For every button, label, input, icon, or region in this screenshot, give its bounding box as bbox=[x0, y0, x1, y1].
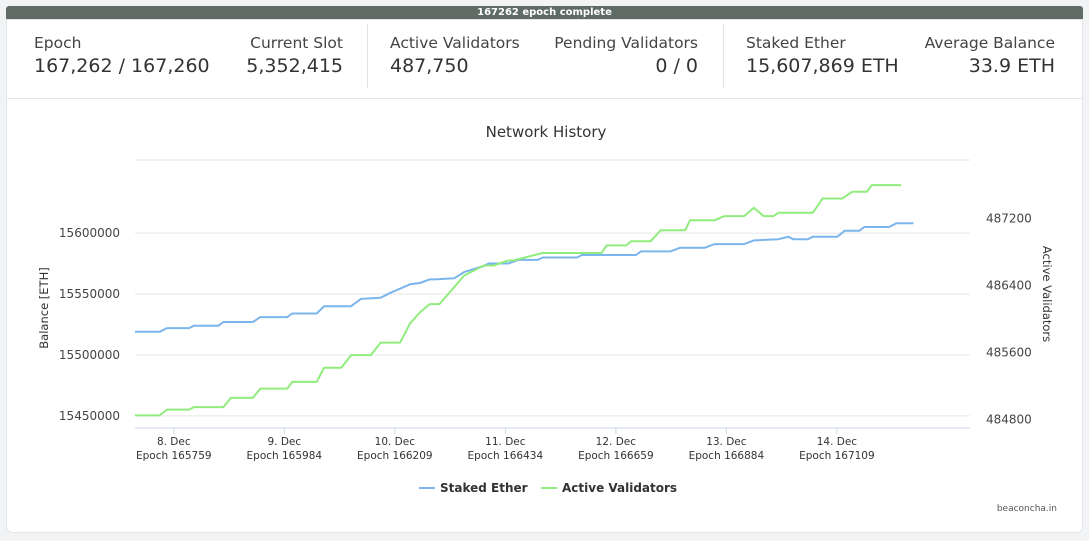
network-history-card: Network History 8. Dec Epoch 165759 9. Dec… bbox=[6, 99, 1083, 533]
network-history-chart: Network History 8. Dec Epoch 165759 9. Dec… bbox=[37, 123, 1057, 514]
stat-average-balance-label: Average Balance bbox=[924, 34, 1055, 52]
y-axis-right: 484800 485600 486400 487200 bbox=[986, 212, 1032, 427]
x-tick-label: 12. Dec bbox=[596, 436, 637, 448]
stats-divider bbox=[723, 24, 724, 88]
stat-pending-validators: Pending Validators 0 / 0 bbox=[554, 34, 698, 77]
y-tick-label: 15550000 bbox=[59, 287, 120, 301]
epoch-status-banner: 167262 epoch complete bbox=[6, 6, 1083, 19]
chart-series bbox=[135, 184, 914, 417]
x-tick-label: 8. Dec bbox=[157, 436, 191, 448]
chart-gridlines bbox=[135, 159, 970, 417]
legend-label: Staked Ether bbox=[440, 481, 528, 495]
stat-staked-ether-label: Staked Ether bbox=[746, 34, 846, 52]
stats-divider bbox=[367, 24, 368, 88]
stat-epoch-label: Epoch bbox=[34, 34, 82, 52]
network-stats-bar: Epoch 167,262 / 167,260 Current Slot 5,3… bbox=[6, 19, 1083, 99]
legend-label: Active Validators bbox=[562, 481, 677, 495]
chart-title: Network History bbox=[486, 123, 607, 141]
y2-tick-label: 487200 bbox=[986, 212, 1032, 226]
y-axis-left-title: Balance [ETH] bbox=[37, 267, 51, 348]
x-tick-sublabel: Epoch 165759 bbox=[136, 450, 212, 462]
y-axis-left: 15450000 15500000 15550000 15600000 bbox=[59, 226, 120, 423]
epoch-status-text: 167262 epoch complete bbox=[477, 7, 612, 18]
stat-staked-ether: Staked Ether 15,607,869 ETH bbox=[746, 34, 899, 77]
y2-tick-label: 486400 bbox=[986, 279, 1032, 293]
x-tick-label: 9. Dec bbox=[267, 436, 301, 448]
y2-tick-label: 485600 bbox=[986, 346, 1032, 360]
x-tick-label: 13. Dec bbox=[706, 436, 747, 448]
x-tick-label: 14. Dec bbox=[817, 436, 858, 448]
chart-legend: Staked Ether Active Validators bbox=[419, 481, 677, 495]
stat-active-validators: Active Validators 487,750 bbox=[390, 34, 520, 77]
x-axis: 8. Dec Epoch 165759 9. Dec Epoch 165984 10. … bbox=[135, 427, 970, 462]
y-axis-right-title: Active Validators bbox=[1040, 246, 1054, 342]
stat-active-validators-value: 487,750 bbox=[390, 55, 469, 77]
stat-epoch-value: 167,262 / 167,260 bbox=[34, 55, 210, 77]
stat-average-balance-value: 33.9 ETH bbox=[968, 55, 1055, 77]
x-tick-sublabel: Epoch 166434 bbox=[468, 450, 544, 462]
y-tick-label: 15600000 bbox=[59, 226, 120, 240]
staked-ether-line bbox=[135, 222, 914, 333]
active-validators-line bbox=[135, 184, 902, 417]
stat-current-slot: Current Slot 5,352,415 bbox=[246, 34, 343, 77]
chart-credit: beaconcha.in bbox=[997, 504, 1057, 514]
y-tick-label: 15450000 bbox=[59, 409, 120, 423]
stat-epoch: Epoch 167,262 / 167,260 bbox=[34, 34, 210, 77]
y2-tick-label: 484800 bbox=[986, 413, 1032, 427]
stat-active-validators-label: Active Validators bbox=[390, 34, 520, 52]
x-tick-sublabel: Epoch 166209 bbox=[357, 450, 433, 462]
stat-average-balance: Average Balance 33.9 ETH bbox=[925, 34, 1055, 77]
x-tick-sublabel: Epoch 166659 bbox=[578, 450, 654, 462]
stat-staked-ether-value: 15,607,869 ETH bbox=[746, 55, 899, 77]
stat-current-slot-value: 5,352,415 bbox=[246, 55, 343, 77]
stat-pending-validators-label: Pending Validators bbox=[554, 34, 698, 52]
stat-current-slot-label: Current Slot bbox=[250, 34, 343, 52]
x-tick-sublabel: Epoch 166884 bbox=[689, 450, 765, 462]
x-tick-label: 11. Dec bbox=[485, 436, 526, 448]
x-tick-sublabel: Epoch 167109 bbox=[799, 450, 875, 462]
y-tick-label: 15500000 bbox=[59, 348, 120, 362]
x-tick-sublabel: Epoch 165984 bbox=[247, 450, 323, 462]
stat-pending-validators-value: 0 / 0 bbox=[655, 55, 698, 77]
x-tick-label: 10. Dec bbox=[375, 436, 416, 448]
